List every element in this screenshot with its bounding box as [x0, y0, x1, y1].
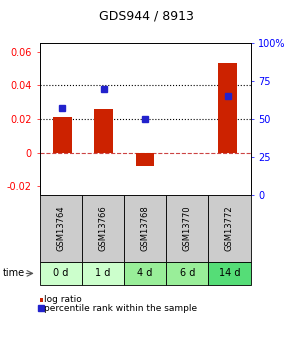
Bar [40, 262, 82, 285]
Text: 6 d: 6 d [180, 268, 195, 278]
Bar [219, 63, 237, 153]
Bar [208, 262, 251, 285]
Bar [136, 153, 154, 166]
Text: percentile rank within the sample: percentile rank within the sample [44, 304, 197, 313]
Text: GSM13772: GSM13772 [225, 206, 234, 252]
Bar [166, 262, 208, 285]
Bar [40, 298, 43, 302]
Text: 14 d: 14 d [219, 268, 240, 278]
Text: GDS944 / 8913: GDS944 / 8913 [99, 9, 194, 22]
Bar [40, 195, 82, 262]
Text: 0 d: 0 d [53, 268, 68, 278]
Text: GSM13770: GSM13770 [183, 206, 192, 252]
Bar [82, 262, 124, 285]
Bar [94, 109, 113, 153]
Bar [166, 195, 208, 262]
Bar [124, 262, 166, 285]
Text: log ratio: log ratio [44, 295, 82, 304]
Text: 4 d: 4 d [137, 268, 153, 278]
Bar [208, 195, 251, 262]
Bar [53, 117, 71, 153]
Text: time: time [3, 268, 25, 278]
Text: GSM13768: GSM13768 [141, 206, 149, 252]
Bar [124, 195, 166, 262]
Text: 1 d: 1 d [95, 268, 110, 278]
Text: GSM13766: GSM13766 [98, 206, 107, 252]
Bar [82, 195, 124, 262]
Text: GSM13764: GSM13764 [56, 206, 65, 252]
